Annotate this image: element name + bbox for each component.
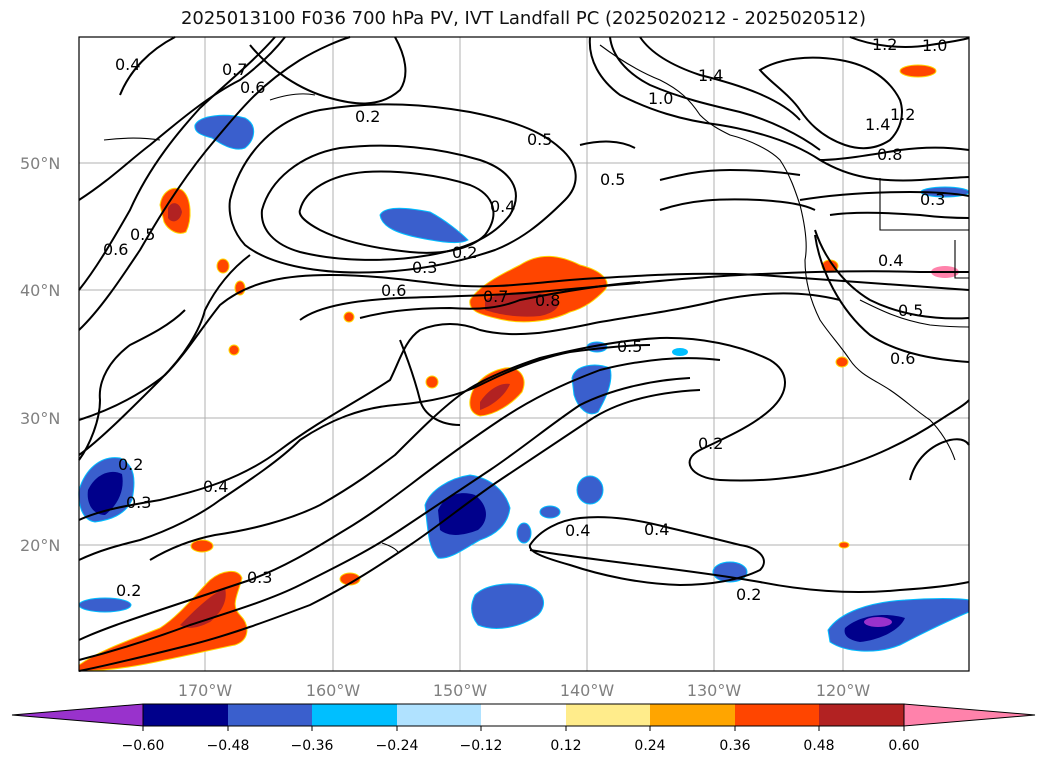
shade-dot-7: [339, 572, 361, 586]
colorbar-segment: [397, 704, 481, 726]
shade-sw-positive: [78, 571, 248, 672]
shade-dot-11: [838, 541, 850, 549]
lon-label: 150°W: [433, 681, 488, 700]
colorbar-tick-label: 0.24: [634, 738, 665, 754]
shade-dot-4: [343, 311, 355, 323]
shade-dot-10: [835, 356, 849, 368]
colorbar-tick-label: 0.48: [803, 738, 834, 754]
contour-label: 0.4: [203, 477, 228, 496]
contour-label: 0.3: [412, 258, 437, 277]
map-panel: [78, 36, 970, 672]
ivt-shading: [78, 64, 970, 672]
colorbar-tick-label: −0.60: [122, 738, 165, 754]
contour-label: 0.5: [898, 301, 923, 320]
colorbar-extend-high: [903, 703, 1036, 727]
contour-label: 1.2: [890, 105, 915, 124]
lat-label: 40°N: [20, 281, 60, 300]
contour-label: 1.4: [698, 66, 723, 85]
colorbar-segment: [819, 704, 904, 726]
contour-label: 0.4: [115, 55, 140, 74]
contour-label: 0.5: [130, 225, 155, 244]
contour-label: 0.4: [490, 197, 515, 216]
coastline: [103, 44, 970, 553]
shade-neg-dot-8: [672, 348, 688, 356]
shade-40n-negative: [379, 207, 469, 244]
colorbar-tick-label: −0.36: [291, 738, 334, 754]
colorbar-segment: [143, 704, 228, 726]
colorbar-tick-label: 0.36: [719, 738, 750, 754]
contour-label: 0.7: [222, 60, 247, 79]
colorbar-segment: [228, 704, 312, 726]
lon-label: 130°W: [687, 681, 742, 700]
contour-label: 0.2: [118, 455, 143, 474]
colorbar-segment: [735, 704, 819, 726]
contour-label: 1.0: [648, 89, 673, 108]
contour-label: 0.2: [736, 585, 761, 604]
colorbar-segment: [566, 704, 650, 726]
contour-label: 0.2: [355, 107, 380, 126]
contour-label: 0.2: [452, 243, 477, 262]
shade-neg-dot-2: [539, 505, 561, 519]
colorbar-tick-label: 0.60: [888, 738, 919, 754]
contour-label: 1.0: [922, 36, 947, 55]
colorbar-tick-label: −0.24: [376, 738, 419, 754]
pv-contours: [78, 36, 970, 672]
contour-label: 0.4: [878, 251, 903, 270]
contour-labels: 0.4 0.7 0.6 0.2 0.5 0.5 0.4 0.2 0.3 0.6 …: [103, 35, 947, 604]
contour-label: 0.6: [103, 240, 128, 259]
lat-label: 30°N: [20, 409, 60, 428]
contour-label: 0.7: [483, 287, 508, 306]
contour-label: 0.3: [920, 190, 945, 209]
lat-label: 50°N: [20, 154, 60, 173]
lon-label: 170°W: [178, 681, 233, 700]
contour-label: 0.4: [565, 521, 590, 540]
lon-label: 120°W: [816, 681, 871, 700]
contour-label: 0.5: [600, 170, 625, 189]
contour-label: 0.8: [535, 291, 560, 310]
shade-dot-8: [899, 64, 937, 78]
contour-label: 0.8: [877, 145, 902, 164]
colorbar-ticks: [142, 726, 905, 731]
contour-label: 0.6: [381, 281, 406, 300]
shade-dot-3: [228, 344, 240, 356]
contour-label: 0.6: [240, 78, 265, 97]
contour-label: 0.5: [617, 337, 642, 356]
shade-dot-5: [425, 375, 439, 389]
colorbar-segment: [312, 704, 397, 726]
contour-label: 0.5: [527, 130, 552, 149]
shade-nw-negative: [194, 114, 255, 150]
lon-label: 140°W: [560, 681, 615, 700]
shade-dot-1: [216, 258, 230, 274]
shade-neg-dot-1: [576, 475, 604, 505]
contour-label: 1.2: [872, 35, 897, 54]
gridlines: [79, 37, 969, 671]
contour-label: 0.4: [644, 520, 669, 539]
contour-label: 1.4: [865, 115, 890, 134]
colorbar-segment: [481, 704, 566, 726]
shade-south-negative: [471, 583, 545, 629]
colorbar-extend-low: [11, 703, 144, 727]
shade-neg-dot-5: [78, 597, 132, 613]
lon-label: 160°W: [306, 681, 361, 700]
shade-neg-dot-3: [516, 522, 532, 544]
colorbar-tick-label: 0.12: [550, 738, 581, 754]
contour-label: 0.2: [698, 434, 723, 453]
lat-label: 20°N: [20, 536, 60, 555]
colorbar-tick-label: −0.12: [460, 738, 503, 754]
shade-dot-6: [190, 539, 214, 553]
contour-label: 0.3: [126, 493, 151, 512]
latitude-labels: 50°N 40°N 30°N 20°N: [20, 154, 60, 555]
colorbar-tick-label: −0.48: [207, 738, 250, 754]
longitude-labels: 170°W 160°W 150°W 140°W 130°W 120°W: [178, 681, 871, 700]
contour-label: 0.3: [247, 568, 272, 587]
colorbar-segment: [650, 704, 735, 726]
shade-neg-dot-4: [712, 561, 748, 583]
contour-label: 0.6: [890, 349, 915, 368]
contour-label: 0.2: [116, 581, 141, 600]
map-title: 2025013100 F036 700 hPa PV, IVT Landfall…: [180, 8, 867, 29]
colorbar: −0.60 −0.48 −0.36 −0.24 −0.12 0.12 0.24 …: [11, 703, 1036, 754]
